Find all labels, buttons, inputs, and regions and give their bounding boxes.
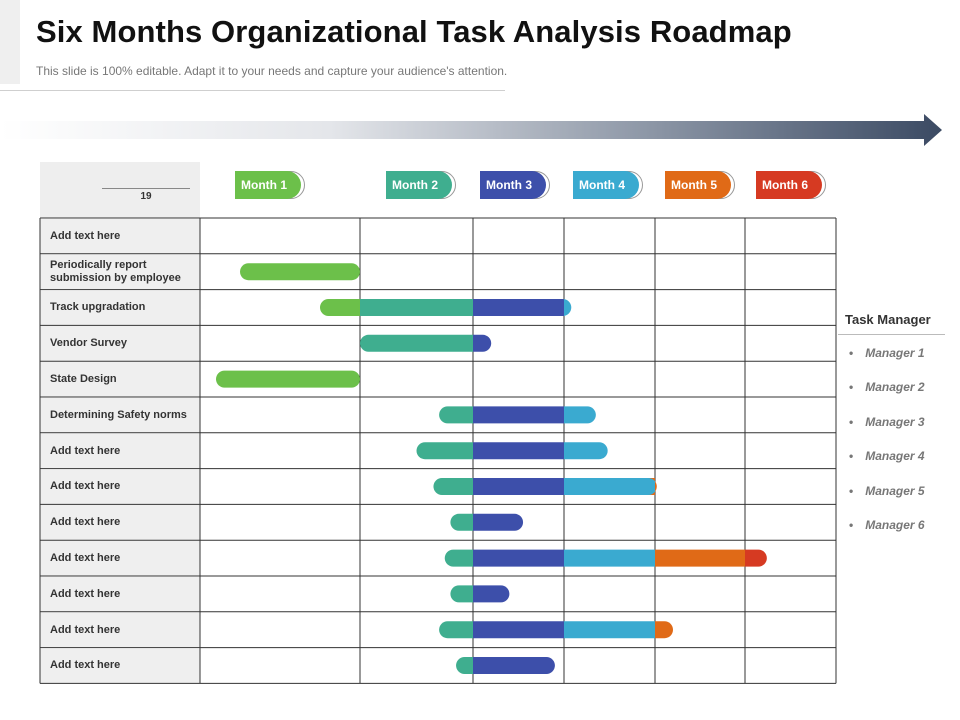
task-bar-segment xyxy=(564,406,596,424)
month-tab-2: Month 2 xyxy=(386,171,456,199)
task-bar-segment xyxy=(745,549,767,567)
timeline-arrow xyxy=(0,112,942,148)
task-bar-segment xyxy=(433,478,473,495)
month-tab-4: Month 4 xyxy=(573,171,643,199)
page-subtitle: This slide is 100% editable. Adapt it to… xyxy=(36,64,508,78)
task-label: State Design xyxy=(40,362,200,397)
corner-number: 19 xyxy=(140,191,152,202)
bullet-icon: • xyxy=(849,483,854,498)
task-bar-segment xyxy=(564,442,608,460)
month-tab-5: Month 5 xyxy=(665,171,735,199)
month-tab-1: Month 1 xyxy=(235,171,305,199)
task-label: Add text here xyxy=(40,469,200,505)
task-bar-segment xyxy=(655,549,745,567)
corner-divider xyxy=(102,188,190,189)
task-bar-segment xyxy=(473,513,524,531)
task-label: Add text here xyxy=(40,219,200,254)
task-label: Add text here xyxy=(40,541,200,576)
task-manager-item: • Manager 5 xyxy=(849,484,925,498)
task-bar-segment xyxy=(473,442,564,460)
month-tab-label: Month 5 xyxy=(665,171,731,199)
task-label: Vendor Survey xyxy=(40,326,200,362)
task-bar-segment xyxy=(360,299,473,316)
task-bar-segment xyxy=(473,621,564,639)
task-bar-segment xyxy=(473,406,564,424)
header-divider xyxy=(0,90,505,91)
month-tab-label: Month 1 xyxy=(235,171,301,199)
bullet-icon: • xyxy=(849,414,854,429)
task-bar-segment xyxy=(416,442,473,460)
left-accent-strip xyxy=(0,0,20,84)
bullet-icon: • xyxy=(849,380,854,395)
manager-name: Manager 1 xyxy=(865,346,925,360)
task-manager-item: • Manager 1 xyxy=(849,346,925,360)
task-bar-segment xyxy=(655,621,673,639)
task-manager-item: • Manager 3 xyxy=(849,415,925,429)
task-bar-segment xyxy=(439,406,473,424)
task-label: Add text here xyxy=(40,577,200,612)
task-bar-segment xyxy=(473,549,564,567)
task-bar-segment xyxy=(473,478,564,495)
task-manager-divider xyxy=(838,334,945,335)
bullet-icon: • xyxy=(849,449,854,464)
task-bar-segment xyxy=(216,370,360,388)
task-bar-segment xyxy=(564,478,655,495)
task-label: Add text here xyxy=(40,505,200,541)
month-tab-label: Month 2 xyxy=(386,171,452,199)
task-bar-segment xyxy=(473,299,564,316)
month-tab-label: Month 6 xyxy=(756,171,822,199)
task-bar-segment xyxy=(450,585,473,603)
task-bar-segment xyxy=(473,334,492,352)
task-label: Add text here xyxy=(40,648,200,684)
task-bar-segment xyxy=(648,478,657,495)
task-label: Periodically report submission by employ… xyxy=(40,254,200,290)
task-bar-segment xyxy=(320,299,360,316)
month-tab-label: Month 4 xyxy=(573,171,639,199)
task-bar-segment xyxy=(456,657,473,674)
task-bar-segment xyxy=(450,513,473,531)
task-manager-title: Task Manager xyxy=(845,312,931,327)
task-bar-segment xyxy=(564,549,655,567)
manager-name: Manager 6 xyxy=(865,518,925,532)
task-label: Determining Safety norms xyxy=(40,398,200,433)
month-tab-3: Month 3 xyxy=(480,171,550,199)
task-bar-segment xyxy=(240,263,360,281)
task-manager-item: • Manager 2 xyxy=(849,380,925,394)
task-manager-item: • Manager 6 xyxy=(849,518,925,532)
task-label: Track upgradation xyxy=(40,290,200,326)
bullet-icon: • xyxy=(849,518,854,532)
month-tab-label: Month 3 xyxy=(480,171,546,199)
task-bar-segment xyxy=(360,334,473,352)
task-bar-segment xyxy=(439,621,473,639)
task-bar-segment xyxy=(444,549,473,567)
manager-name: Manager 4 xyxy=(865,449,925,464)
manager-name: Manager 2 xyxy=(865,380,925,395)
task-label: Add text here xyxy=(40,612,200,648)
task-label: Add text here xyxy=(40,433,200,469)
page-title: Six Months Organizational Task Analysis … xyxy=(36,14,792,49)
table-corner-cell: 19 xyxy=(40,162,200,218)
task-bar-segment xyxy=(562,299,572,316)
task-bar-segment xyxy=(473,657,555,674)
month-tab-6: Month 6 xyxy=(756,171,826,199)
task-manager-item: • Manager 4 xyxy=(849,449,925,463)
manager-name: Manager 3 xyxy=(865,414,925,429)
task-bar-segment xyxy=(564,621,655,639)
bullet-icon: • xyxy=(849,346,854,360)
manager-name: Manager 5 xyxy=(865,483,925,498)
task-bar-segment xyxy=(473,585,510,603)
